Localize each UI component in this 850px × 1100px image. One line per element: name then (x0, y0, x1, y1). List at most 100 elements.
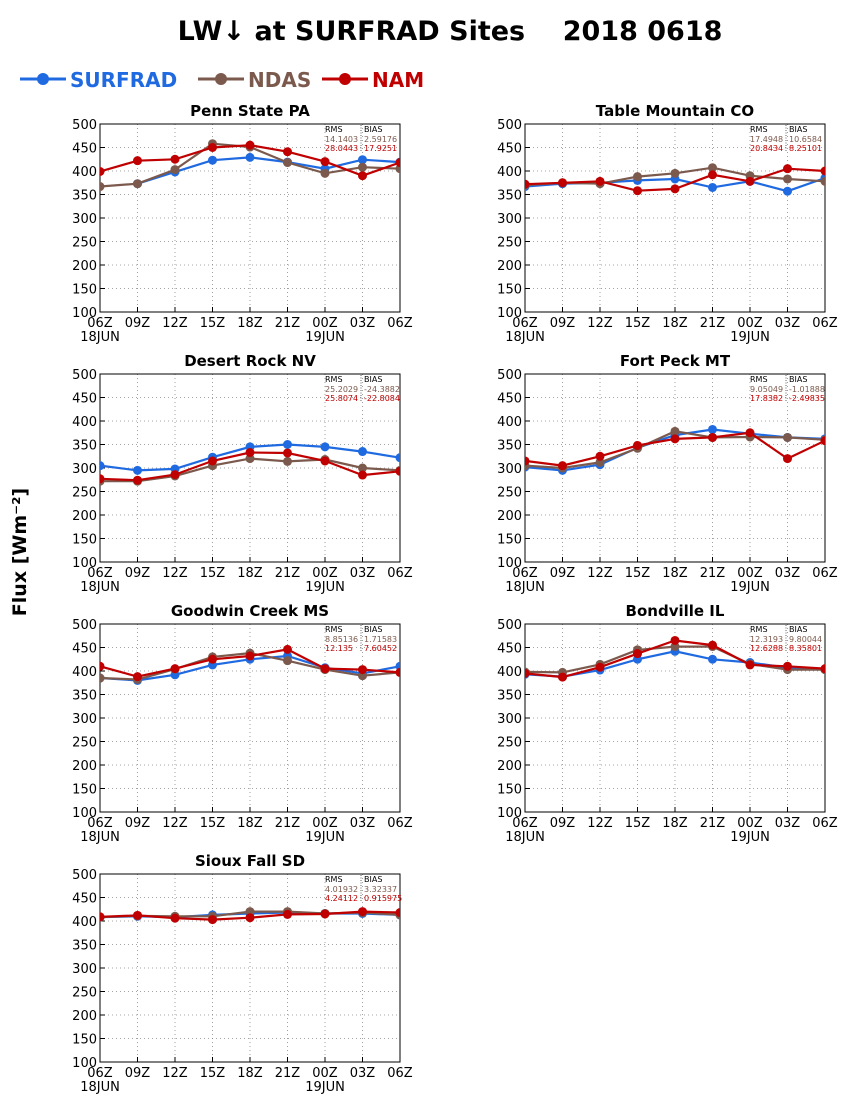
panel-3: Fort Peck MT 100 150 200 250 300 350 400 450 500 0… (497, 352, 838, 595)
date-label: 18JUN (505, 580, 545, 595)
x-tick-label: 03Z (350, 1066, 376, 1081)
date-label: 19JUN (305, 330, 345, 345)
data-point (708, 640, 717, 650)
y-tick-label: 250 (72, 236, 97, 251)
data-point (358, 665, 367, 675)
data-point (320, 168, 330, 178)
data-point (100, 661, 105, 671)
y-tick-label: 250 (497, 486, 522, 501)
data-point (283, 656, 292, 666)
legend-marker (339, 73, 351, 85)
legend: SURFRAD NDAS NAM (20, 68, 424, 92)
x-tick-label: 06Z (812, 816, 838, 831)
x-tick-label: 06Z (512, 566, 538, 581)
x-tick-label: 18Z (662, 566, 688, 581)
x-tick-label: 03Z (775, 566, 801, 581)
stats-rms-value: 4.24112 (325, 894, 358, 903)
stats-bias-header: BIAS (364, 125, 382, 134)
y-tick-label: 500 (497, 368, 522, 383)
y-tick-label: 100 (497, 306, 522, 321)
stats-bias-value: 10.6584 (789, 135, 822, 144)
y-tick-label: 150 (497, 533, 522, 548)
y-tick-label: 300 (72, 712, 97, 727)
y-tick-label: 150 (72, 283, 97, 298)
y-tick-label: 300 (72, 962, 97, 977)
legend-label: NAM (372, 68, 424, 92)
data-point (670, 168, 680, 178)
panel-title: Goodwin Creek MS (171, 602, 329, 620)
y-tick-label: 100 (72, 556, 97, 571)
stats-bias-header: BIAS (364, 625, 382, 634)
panel-title: Fort Peck MT (620, 352, 731, 370)
series-nam (100, 447, 400, 485)
y-tick-label: 100 (72, 1056, 97, 1071)
data-point (633, 186, 642, 196)
x-tick-label: 12Z (587, 316, 613, 331)
x-tick-label: 21Z (700, 316, 726, 331)
x-tick-label: 00Z (737, 566, 763, 581)
x-tick-label: 12Z (162, 1066, 188, 1081)
y-axis-label: Flux [Wm⁻²] (9, 488, 31, 616)
x-tick-label: 00Z (737, 316, 763, 331)
data-point (670, 434, 680, 444)
y-tick-label: 150 (497, 283, 522, 298)
y-tick-label: 450 (497, 642, 522, 657)
data-point (670, 184, 680, 194)
data-point (708, 424, 717, 434)
stats-bias-value: -2.49835 (789, 394, 825, 403)
stats-bias-value: 7.60452 (364, 644, 397, 653)
y-tick-label: 500 (497, 118, 522, 133)
data-point (245, 140, 255, 150)
y-tick-label: 250 (72, 736, 97, 751)
data-point (783, 661, 792, 671)
date-label: 18JUN (505, 330, 545, 345)
x-tick-label: 06Z (812, 566, 838, 581)
data-point (395, 908, 400, 918)
x-tick-label: 15Z (200, 1066, 226, 1081)
y-tick-label: 200 (72, 1009, 97, 1024)
data-point (133, 179, 142, 189)
data-point (100, 461, 105, 471)
data-point (525, 668, 530, 678)
data-point (708, 163, 717, 173)
data-point (283, 909, 292, 919)
stats-bias-header: BIAS (789, 125, 807, 134)
data-point (170, 154, 180, 164)
data-point (100, 912, 105, 922)
panel-2: Desert Rock NV 100 150 200 250 300 350 400 450 50… (72, 352, 413, 595)
x-tick-label: 21Z (275, 1066, 301, 1081)
stats-bias-value: 17.9251 (364, 144, 397, 153)
x-tick-label: 06Z (87, 1066, 113, 1081)
data-point (525, 456, 530, 466)
y-tick-label: 400 (72, 665, 97, 680)
data-point (208, 654, 217, 664)
chart-panels: Penn State PA 100 150 200 250 300 350 400 450 500… (72, 102, 838, 1095)
x-tick-label: 12Z (162, 816, 188, 831)
series-ndas (525, 642, 825, 677)
x-tick-label: 21Z (275, 816, 301, 831)
data-point (358, 447, 367, 457)
y-tick-label: 450 (497, 392, 522, 407)
x-tick-label: 12Z (162, 316, 188, 331)
legend-label: SURFRAD (70, 68, 177, 92)
stats-bias-header: BIAS (364, 375, 382, 384)
y-tick-label: 200 (72, 759, 97, 774)
data-point (320, 456, 330, 466)
series-nam (100, 644, 400, 682)
data-point (100, 166, 105, 176)
y-tick-label: 300 (497, 462, 522, 477)
y-tick-label: 250 (72, 986, 97, 1001)
data-point (245, 913, 255, 923)
x-tick-label: 15Z (625, 816, 651, 831)
series-nam (100, 907, 400, 925)
legend-marker (37, 73, 49, 85)
y-tick-label: 500 (72, 868, 97, 883)
stats-rms-header: RMS (750, 625, 768, 634)
date-label: 18JUN (505, 830, 545, 845)
y-tick-label: 350 (497, 189, 522, 204)
data-point (745, 428, 755, 438)
y-tick-label: 100 (497, 806, 522, 821)
y-tick-label: 450 (72, 642, 97, 657)
panel-6: Sioux Fall SD 100 150 200 250 300 350 400 450 500… (72, 852, 413, 1095)
x-tick-label: 21Z (275, 316, 301, 331)
